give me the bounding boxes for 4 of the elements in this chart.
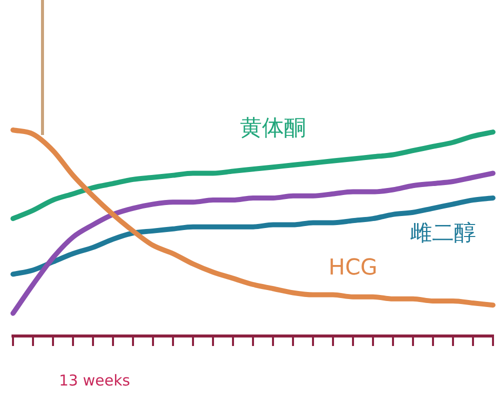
text: 13 weeks xyxy=(59,371,130,390)
series-label: 黄体酮 xyxy=(240,116,306,141)
series-label: HCG xyxy=(328,256,378,281)
series-label: 雌二醇 xyxy=(410,221,476,246)
